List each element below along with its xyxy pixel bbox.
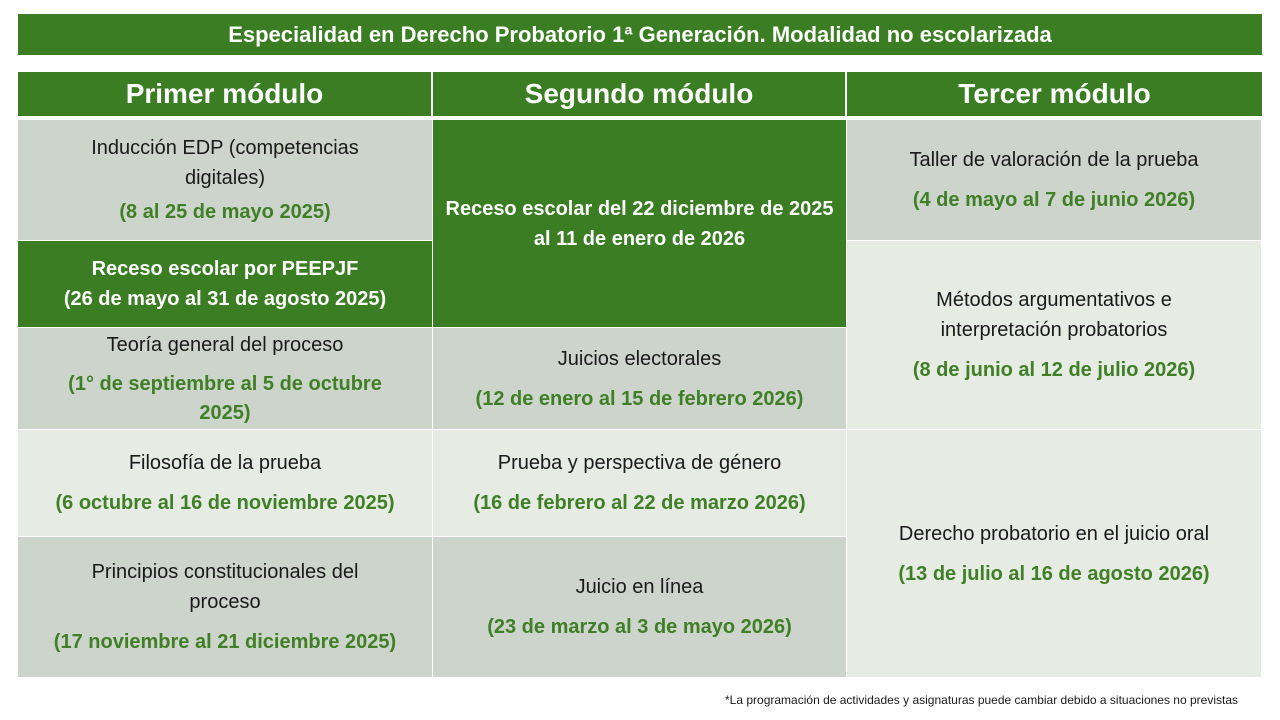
module-cell-juicio-en-linea: Juicio en línea (23 de marzo al 3 de may… bbox=[433, 537, 847, 678]
recess-title: Receso escolar por PEEPJF bbox=[91, 258, 359, 280]
module-name: Prueba y perspectiva de género bbox=[497, 452, 782, 474]
module-cell-teoria-general: Teoría general del proceso (1° de septie… bbox=[18, 328, 433, 430]
column-header-tercer-modulo: Tercer módulo bbox=[847, 72, 1262, 119]
module-date: (1° de septiembre al 5 de octubre 2025) bbox=[68, 372, 382, 424]
module-date: (23 de marzo al 3 de mayo 2026) bbox=[487, 616, 792, 638]
module-name: Taller de valoración de la prueba bbox=[909, 149, 1199, 171]
module-cell-perspectiva-genero: Prueba y perspectiva de género (16 de fe… bbox=[433, 430, 847, 537]
module-name: Teoría general del proceso bbox=[106, 333, 344, 356]
recess-cell-peepjf: Receso escolar por PEEPJF (26 de mayo al… bbox=[18, 241, 433, 328]
module-date: (17 noviembre al 21 diciembre 2025) bbox=[53, 631, 397, 653]
recess-title: Receso escolar del 22 diciembre de 2025 … bbox=[445, 197, 834, 250]
module-name: Juicio en línea bbox=[575, 576, 704, 598]
module-cell-juicio-oral: Derecho probatorio en el juicio oral (13… bbox=[847, 430, 1262, 678]
module-date: (16 de febrero al 22 de marzo 2026) bbox=[473, 492, 806, 514]
module-cell-taller-valoracion: Taller de valoración de la prueba (4 de … bbox=[847, 120, 1262, 241]
module-date: (8 al 25 de mayo 2025) bbox=[119, 201, 331, 223]
module-date: (12 de enero al 15 de febrero 2026) bbox=[475, 387, 804, 410]
column-header-primer-modulo: Primer módulo bbox=[18, 72, 433, 119]
column-header-segundo-modulo: Segundo módulo bbox=[433, 72, 847, 119]
module-name: Inducción EDP (competencias digitales) bbox=[91, 137, 359, 189]
module-name: Principios constitucionales del proceso bbox=[91, 561, 359, 613]
module-name: Derecho probatorio en el juicio oral bbox=[898, 522, 1210, 545]
module-date: (13 de julio al 16 de agosto 2026) bbox=[898, 562, 1210, 585]
module-date: (8 de junio al 12 de julio 2026) bbox=[912, 359, 1196, 381]
module-date: (4 de mayo al 7 de junio 2026) bbox=[912, 189, 1196, 211]
module-date: (6 octubre al 16 de noviembre 2025) bbox=[55, 492, 395, 514]
module-cell-filosofia: Filosofía de la prueba (6 octubre al 16 … bbox=[18, 430, 433, 537]
module-cell-induccion: Inducción EDP (competencias digitales) (… bbox=[18, 120, 433, 241]
recess-date: (26 de mayo al 31 de agosto 2025) bbox=[63, 288, 387, 310]
module-cell-principios: Principios constitucionales del proceso … bbox=[18, 537, 433, 678]
module-name: Filosofía de la prueba bbox=[128, 452, 322, 474]
recess-cell-diciembre: Receso escolar del 22 diciembre de 2025 … bbox=[433, 120, 847, 328]
module-name: Juicios electorales bbox=[557, 347, 722, 370]
footnote: *La programación de actividades y asigna… bbox=[725, 693, 1238, 707]
module-name: Métodos argumentativos e interpretación … bbox=[936, 289, 1172, 341]
module-cell-metodos-argumentativos: Métodos argumentativos e interpretación … bbox=[847, 241, 1262, 430]
page-title: Especialidad en Derecho Probatorio 1ª Ge… bbox=[18, 14, 1262, 55]
module-cell-juicios-electorales: Juicios electorales (12 de enero al 15 d… bbox=[433, 328, 847, 430]
